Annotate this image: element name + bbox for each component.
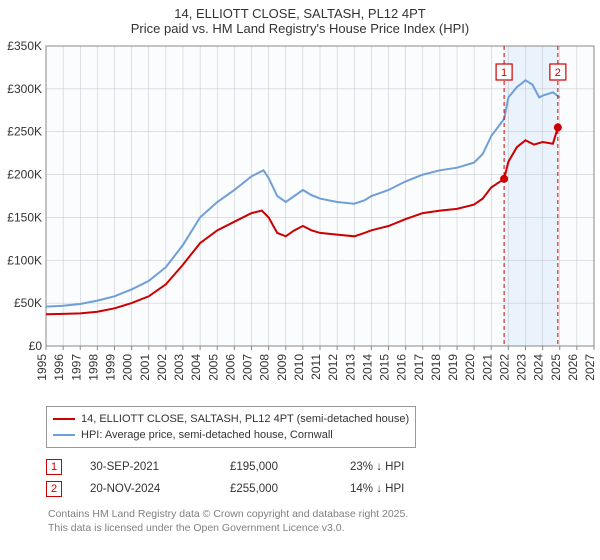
svg-text:2015: 2015 bbox=[378, 354, 392, 381]
svg-text:2024: 2024 bbox=[532, 354, 546, 381]
data-row: 2 20-NOV-2024 £255,000 14% ↓ HPI bbox=[46, 478, 600, 500]
svg-text:2026: 2026 bbox=[566, 354, 580, 381]
svg-text:2002: 2002 bbox=[155, 354, 169, 381]
svg-text:2017: 2017 bbox=[412, 354, 426, 381]
chart-title-block: 14, ELLIOTT CLOSE, SALTASH, PL12 4PT Pri… bbox=[0, 0, 600, 40]
svg-text:£300K: £300K bbox=[7, 82, 42, 96]
svg-text:2025: 2025 bbox=[549, 354, 563, 381]
data-row-marker: 2 bbox=[46, 481, 62, 497]
svg-text:2000: 2000 bbox=[121, 354, 135, 381]
svg-text:2020: 2020 bbox=[463, 354, 477, 381]
legend-label: HPI: Average price, semi-detached house,… bbox=[81, 427, 333, 443]
svg-text:2014: 2014 bbox=[360, 354, 374, 381]
svg-text:£200K: £200K bbox=[7, 168, 42, 182]
chart-area: £0 £50K £100K £150K £200K £250K £300K £350K 1995… bbox=[0, 40, 600, 400]
svg-text:2027: 2027 bbox=[583, 354, 597, 381]
svg-text:2008: 2008 bbox=[258, 354, 272, 381]
svg-text:2010: 2010 bbox=[292, 354, 306, 381]
svg-text:2012: 2012 bbox=[326, 354, 340, 381]
svg-text:2019: 2019 bbox=[446, 354, 460, 381]
chart-title-line2: Price paid vs. HM Land Registry's House … bbox=[0, 21, 600, 36]
chart-title-line1: 14, ELLIOTT CLOSE, SALTASH, PL12 4PT bbox=[0, 6, 600, 21]
svg-text:2004: 2004 bbox=[189, 354, 203, 381]
svg-text:1995: 1995 bbox=[35, 354, 49, 381]
svg-text:£100K: £100K bbox=[7, 253, 42, 267]
svg-text:2021: 2021 bbox=[480, 354, 494, 381]
svg-text:2016: 2016 bbox=[395, 354, 409, 381]
legend-label: 14, ELLIOTT CLOSE, SALTASH, PL12 4PT (se… bbox=[81, 411, 409, 427]
data-points-table: 1 30-SEP-2021 £195,000 23% ↓ HPI 2 20-NO… bbox=[46, 456, 600, 500]
legend-item: 14, ELLIOTT CLOSE, SALTASH, PL12 4PT (se… bbox=[53, 411, 409, 427]
chart-svg: £0 £50K £100K £150K £200K £250K £300K £350K 1995… bbox=[0, 40, 600, 400]
legend-item: HPI: Average price, semi-detached house,… bbox=[53, 427, 409, 443]
legend: 14, ELLIOTT CLOSE, SALTASH, PL12 4PT (se… bbox=[46, 406, 416, 448]
svg-text:2007: 2007 bbox=[241, 354, 255, 381]
svg-text:1998: 1998 bbox=[86, 354, 100, 381]
svg-text:2006: 2006 bbox=[223, 354, 237, 381]
svg-text:2011: 2011 bbox=[309, 354, 323, 380]
data-row-price: £255,000 bbox=[230, 483, 350, 495]
data-row: 1 30-SEP-2021 £195,000 23% ↓ HPI bbox=[46, 456, 600, 478]
svg-text:1997: 1997 bbox=[69, 354, 83, 381]
svg-text:£50K: £50K bbox=[14, 296, 42, 310]
svg-text:2005: 2005 bbox=[206, 354, 220, 381]
data-row-date: 30-SEP-2021 bbox=[90, 461, 230, 473]
svg-text:2: 2 bbox=[555, 67, 561, 79]
attribution-line2: This data is licensed under the Open Gov… bbox=[48, 522, 600, 536]
attribution: Contains HM Land Registry data © Crown c… bbox=[48, 508, 600, 535]
svg-text:2009: 2009 bbox=[275, 354, 289, 381]
svg-text:2018: 2018 bbox=[429, 354, 443, 381]
svg-text:2001: 2001 bbox=[138, 354, 152, 381]
svg-text:£350K: £350K bbox=[7, 40, 42, 53]
attribution-line1: Contains HM Land Registry data © Crown c… bbox=[48, 508, 600, 522]
legend-swatch bbox=[53, 434, 75, 436]
svg-text:2003: 2003 bbox=[172, 354, 186, 381]
svg-text:£0: £0 bbox=[29, 339, 43, 353]
data-row-hpi-delta: 14% ↓ HPI bbox=[350, 483, 470, 495]
svg-text:2023: 2023 bbox=[515, 354, 529, 381]
svg-text:2022: 2022 bbox=[497, 354, 511, 381]
data-row-hpi-delta: 23% ↓ HPI bbox=[350, 461, 470, 473]
svg-text:1999: 1999 bbox=[104, 354, 118, 381]
data-row-price: £195,000 bbox=[230, 461, 350, 473]
svg-text:1996: 1996 bbox=[52, 354, 66, 381]
svg-text:2013: 2013 bbox=[343, 354, 357, 381]
data-row-date: 20-NOV-2024 bbox=[90, 483, 230, 495]
svg-text:£150K: £150K bbox=[7, 210, 42, 224]
legend-swatch bbox=[53, 418, 75, 420]
svg-text:£250K: £250K bbox=[7, 125, 42, 139]
svg-text:1: 1 bbox=[501, 67, 507, 79]
data-row-marker: 1 bbox=[46, 459, 62, 475]
